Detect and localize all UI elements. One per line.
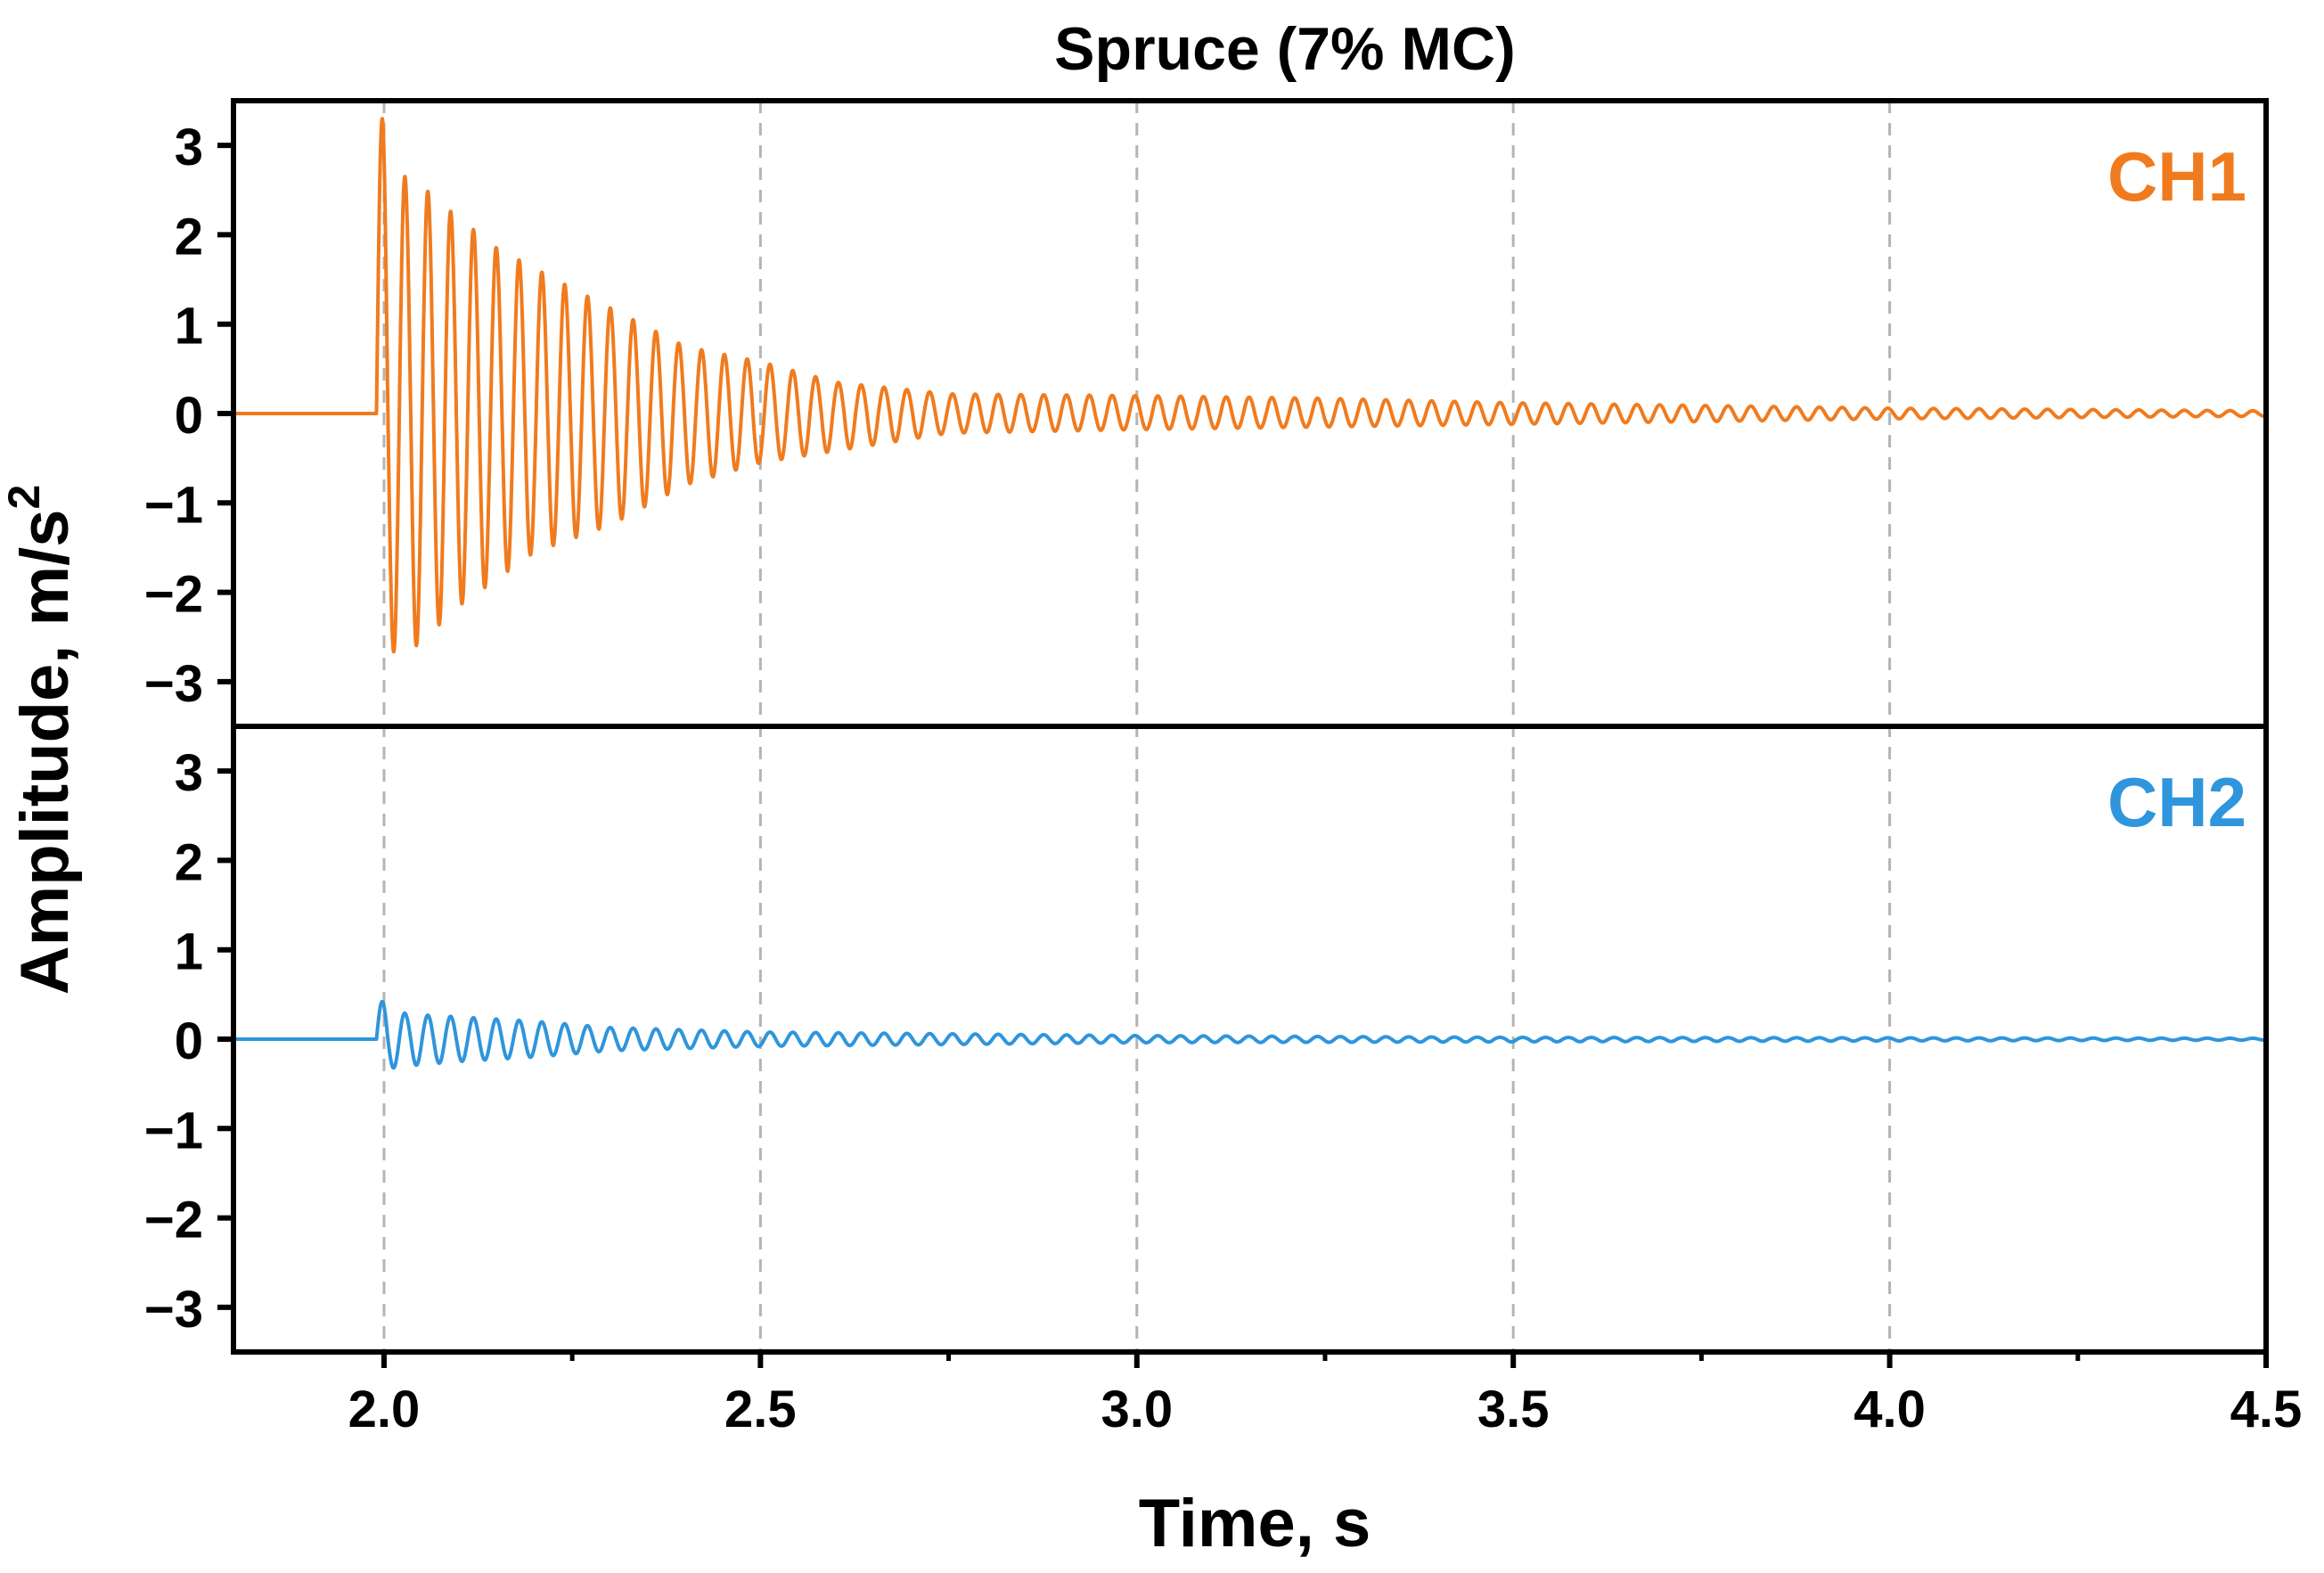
x-tick-label: 2.0 <box>348 1380 421 1438</box>
y-tick-label: 1 <box>175 923 203 981</box>
panel-label-ch2: CH2 <box>2107 763 2246 841</box>
y-tick-label: 3 <box>175 119 203 176</box>
y-tick-label: 2 <box>175 208 203 266</box>
series-line-ch1 <box>232 117 2268 654</box>
y-tick-label: −3 <box>144 655 203 713</box>
y-axis-label-group: Amplitude, m/s2 <box>0 485 83 995</box>
y-tick-label: 2 <box>175 833 203 891</box>
chart-title: Spruce (7% MC) <box>1054 15 1516 83</box>
x-tick-label: 2.5 <box>724 1380 797 1438</box>
y-axis-label-superscript: 2 <box>0 485 49 510</box>
y-tick-label: 3 <box>175 744 203 802</box>
y-tick-label: −1 <box>144 476 203 534</box>
series-line-ch2 <box>232 999 2268 1070</box>
series-layer <box>232 117 2268 1070</box>
x-tick-label: 4.0 <box>1853 1380 1926 1438</box>
y-tick-label: −3 <box>144 1281 203 1339</box>
y-tick-label: −1 <box>144 1102 203 1159</box>
x-tick-label: 4.5 <box>2230 1380 2303 1438</box>
y-tick-label: 0 <box>175 1012 203 1070</box>
svg-text:Amplitude, m/s2: Amplitude, m/s2 <box>0 485 83 995</box>
y-tick-label: −2 <box>144 566 203 624</box>
y-tick-label: 0 <box>175 387 203 445</box>
y-tick-label: 1 <box>175 298 203 356</box>
x-tick-label: 3.0 <box>1101 1380 1173 1438</box>
axis-ticks: 3 2 1 0 −1 −2 −3 3 2 1 0 −1 −2 −3 2.0 2.5 3.0 3.5 4.0 4.5 <box>144 119 2302 1438</box>
x-tick-label: 3.5 <box>1477 1380 1550 1438</box>
y-tick-label: −2 <box>144 1192 203 1249</box>
y-axis-label: Amplitude, m/s <box>7 510 83 995</box>
x-axis-label: Time, s <box>1139 1486 1371 1561</box>
panel-label-ch1: CH1 <box>2107 137 2246 216</box>
